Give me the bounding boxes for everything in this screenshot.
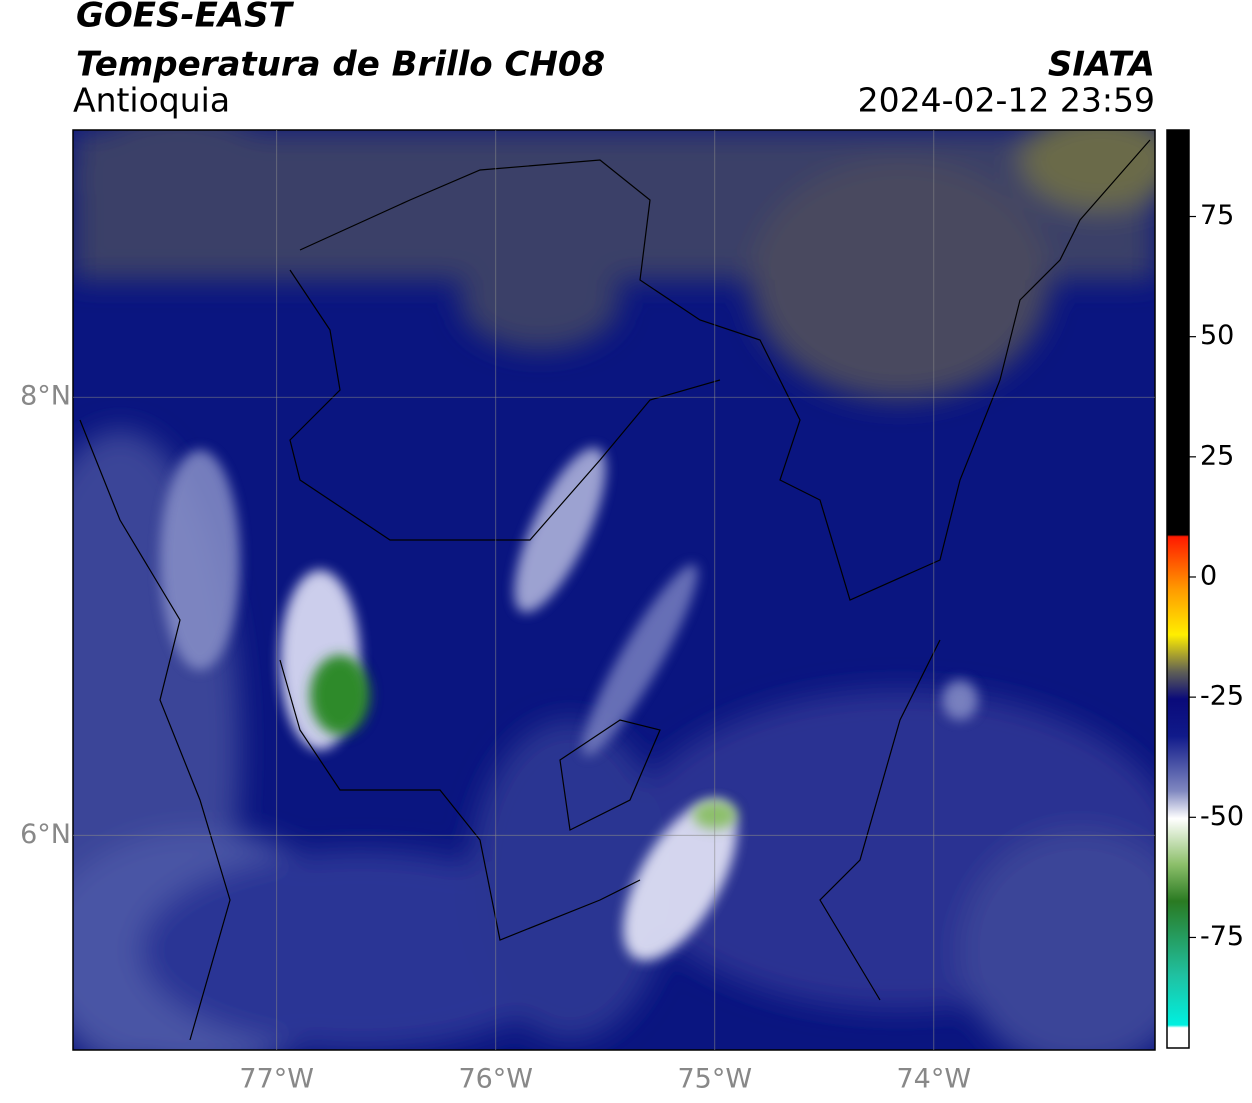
lon-tick-label: 75°W [677,1064,752,1095]
lat-tick-label: 6°N [20,819,71,850]
colorbar-tick-label: 0 [1200,560,1217,591]
colorbar-tick-label: 50 [1200,320,1234,351]
lon-tick-label: 76°W [458,1064,533,1095]
satellite-title: GOES-EAST [76,0,295,36]
lon-tick-label: 74°W [897,1064,972,1095]
colorbar-tick-label: -75 [1200,921,1244,952]
satellite-image [73,130,1155,1050]
colorbar-tick-label: 25 [1200,440,1234,471]
datetime-label: 2024-02-12 23:59 [858,81,1155,120]
region-label: Antioquia [73,81,230,120]
lat-tick-label: 8°N [20,381,71,412]
colorbar-tick-label: -50 [1200,801,1244,832]
colorbar-tick-label: -25 [1200,681,1244,712]
agency-label: SIATA [1048,45,1155,85]
product-title: Temperatura de Brillo CH08 [76,45,605,85]
map-frame [72,129,1156,1051]
colorbar-tick-label: 75 [1200,200,1234,231]
colorbar [1166,129,1190,1049]
lon-tick-label: 77°W [239,1064,314,1095]
